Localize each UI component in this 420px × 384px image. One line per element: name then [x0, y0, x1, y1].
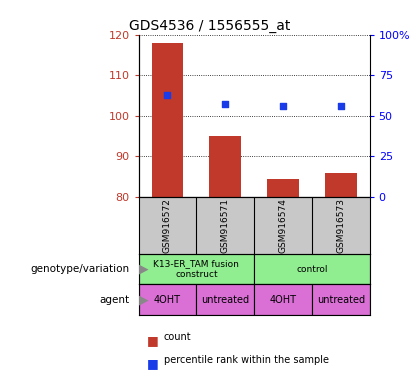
Text: control: control [296, 265, 328, 274]
Bar [152, 43, 184, 197]
Text: ■: ■ [147, 357, 159, 370]
Bar [312, 285, 370, 315]
Bar [254, 254, 370, 285]
Text: count: count [164, 332, 192, 342]
Point [280, 103, 286, 109]
Text: GSM916573: GSM916573 [336, 198, 345, 253]
Text: percentile rank within the sample: percentile rank within the sample [164, 355, 329, 365]
Text: untreated: untreated [317, 295, 365, 305]
Text: 4OHT: 4OHT [154, 295, 181, 305]
Text: GSM916572: GSM916572 [163, 198, 172, 253]
Bar [209, 136, 241, 197]
Text: genotype/variation: genotype/variation [30, 264, 129, 274]
Bar [139, 285, 197, 315]
Text: ▶: ▶ [139, 293, 148, 306]
Text: 4OHT: 4OHT [270, 295, 297, 305]
Point [222, 101, 228, 107]
Bar [267, 179, 299, 197]
Point [164, 93, 171, 99]
Text: GSM916574: GSM916574 [278, 198, 287, 253]
Point [337, 103, 344, 109]
Text: ▶: ▶ [139, 263, 148, 276]
Bar [197, 285, 254, 315]
Bar [325, 173, 357, 197]
Text: untreated: untreated [201, 295, 249, 305]
Bar [139, 254, 254, 285]
Bar [254, 285, 312, 315]
Text: ■: ■ [147, 334, 159, 347]
Text: K13-ER_TAM fusion
construct: K13-ER_TAM fusion construct [153, 260, 239, 279]
Text: agent: agent [99, 295, 129, 305]
Text: GDS4536 / 1556555_at: GDS4536 / 1556555_at [129, 19, 291, 33]
Text: GSM916571: GSM916571 [221, 198, 230, 253]
